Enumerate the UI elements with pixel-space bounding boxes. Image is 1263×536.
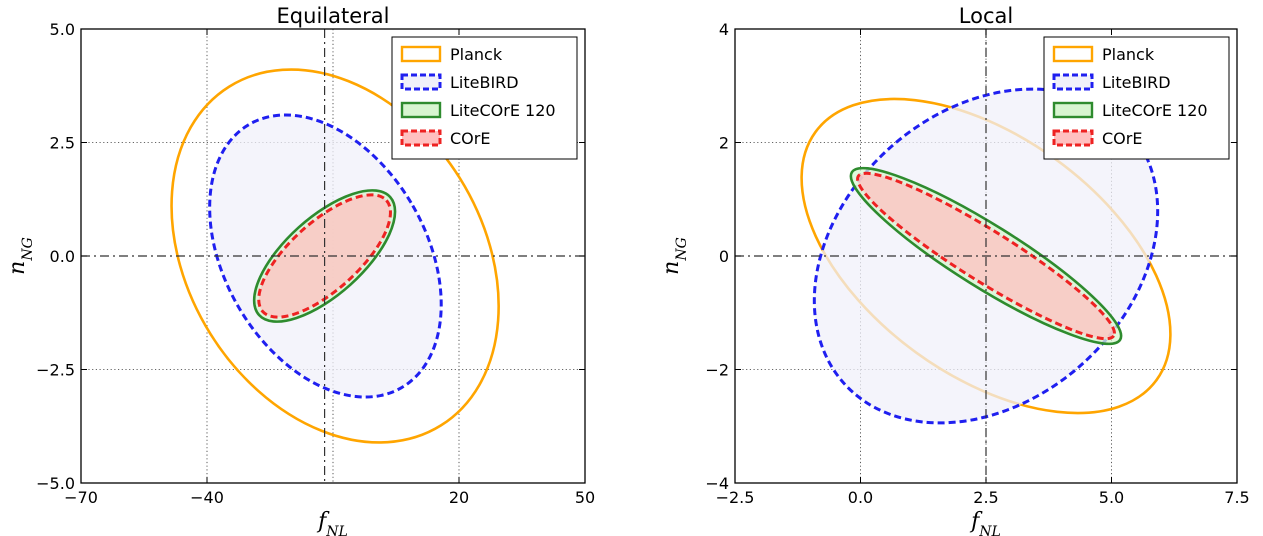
legend-label: Planck (1102, 45, 1155, 64)
y-tick-label: 5.0 (50, 20, 75, 39)
legend: Planck LiteBIRD LiteCOrE 120 COrE (391, 36, 578, 160)
legend-label: LiteBIRD (1102, 73, 1171, 92)
y-tick-label: −5.0 (36, 474, 75, 493)
x-axis-label: fNL (969, 509, 1001, 536)
x-tick-label: −2.5 (716, 488, 755, 507)
legend-swatch (400, 73, 442, 91)
y-tick-label: −2.5 (36, 361, 75, 380)
legend-swatch (400, 101, 442, 119)
legend-swatch (1052, 101, 1094, 119)
contours (170, 68, 500, 444)
contour-planck (170, 68, 500, 444)
chart-1: −70 −40 20 50 −5.0 −2.5 0.0 2.5 5.0 Equilateral fN… (5, 4, 595, 536)
y-tick-label: 2.5 (50, 134, 75, 153)
legend-swatch (400, 129, 442, 147)
legend-label: LiteCOrE 120 (1102, 101, 1208, 120)
legend-label: Planck (450, 45, 503, 64)
x-tick-label: 20 (449, 488, 469, 507)
y-tick-label: 4 (719, 20, 729, 39)
x-tick-label: −40 (190, 488, 224, 507)
x-tick-label: 2.5 (973, 488, 998, 507)
chart-2: −2.5 0.0 2.5 5.0 7.5 −4 −2 0 2 4 Local fNL nNG Planck… (659, 4, 1250, 536)
chart-title: Equilateral (277, 4, 390, 28)
x-tick-label: 7.5 (1224, 488, 1249, 507)
y-tick-label: 2 (719, 134, 729, 153)
legend-label: COrE (450, 129, 490, 148)
legend-label: COrE (1102, 129, 1142, 148)
x-tick-label: 50 (575, 488, 595, 507)
y-axis-label: nNG (659, 237, 690, 275)
legend-swatch (1052, 73, 1094, 91)
legend: Planck LiteBIRD LiteCOrE 120 COrE (1043, 36, 1230, 160)
y-tick-label: 0.0 (50, 247, 75, 266)
legend-label: LiteBIRD (450, 73, 519, 92)
legend-swatch (1052, 45, 1094, 63)
legend-label: LiteCOrE 120 (450, 101, 556, 120)
legend-swatch (1052, 129, 1094, 147)
y-tick-label: 0 (719, 247, 729, 266)
x-tick-label: 0.0 (848, 488, 873, 507)
x-tick-label: 5.0 (1099, 488, 1124, 507)
x-axis-label: fNL (316, 509, 348, 536)
y-tick-label: −4 (705, 474, 729, 493)
legend-swatch (400, 45, 442, 63)
y-axis-label: nNG (5, 237, 36, 275)
x-tick-label: −70 (64, 488, 98, 507)
chart-title: Local (959, 4, 1013, 28)
y-tick-label: −2 (705, 361, 729, 380)
contour-core (257, 193, 392, 319)
